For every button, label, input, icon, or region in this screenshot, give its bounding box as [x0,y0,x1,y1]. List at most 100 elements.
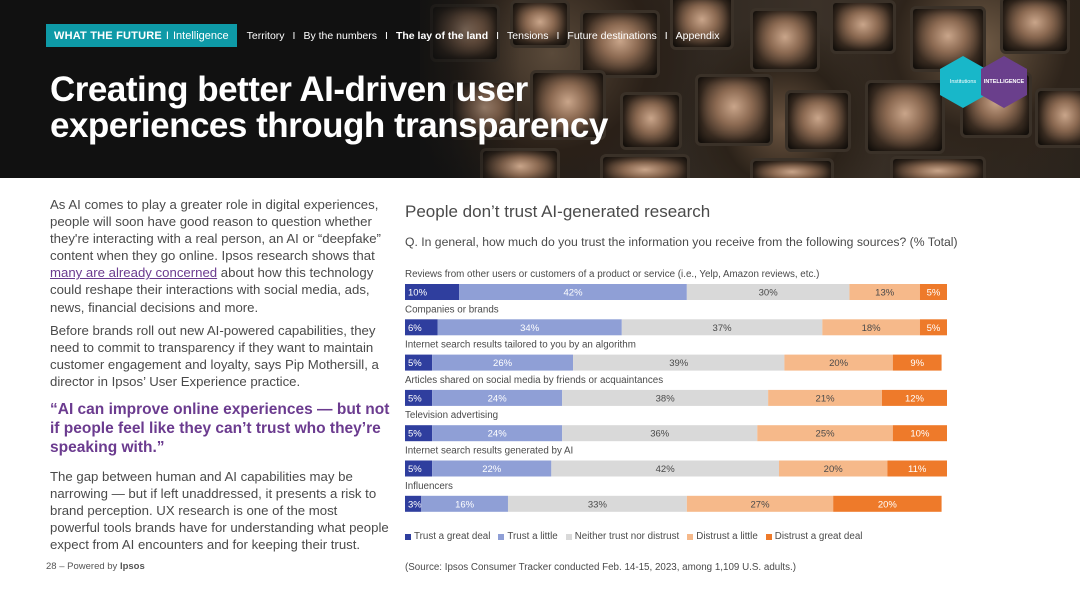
institutions-badge: Institutions [940,56,986,108]
bar-value-label: 24% [488,393,508,404]
brand-subtitle: Intelligence [172,29,229,42]
legend-swatch [565,533,572,540]
bar-segment [768,389,882,406]
nav-separator: I [556,29,560,42]
legend-item: Trust a great deal [405,531,490,542]
nav-items: Territory I By the numbers I The lay of the … [247,30,720,42]
bar-segment [919,319,947,336]
bar-segment [432,460,552,477]
hero-banner: WHAT THE FUTURE I Intelligence Territory… [0,0,1080,178]
legend-item: Trust a little [498,531,558,542]
bar-value-label: 24% [488,429,508,440]
bar-segment [437,319,622,336]
nav-item-future-destinations[interactable]: Future destinations [567,29,657,42]
legend-swatch [765,533,772,540]
category-label: Television advertising [405,410,498,421]
legend-label: Trust a little [507,531,558,542]
bar-value-label: 33% [588,499,608,510]
gap-paragraph: The gap between human and AI capabilitie… [50,469,389,553]
bar-value-label: 3% [408,499,422,510]
nav-item-territory[interactable]: Territory [246,29,285,42]
bar-value-label: 42% [656,464,676,475]
bar-segment [686,284,850,300]
bar-value-label: 6% [408,323,422,334]
intro-paragraph: As AI comes to play a greater role in di… [50,197,381,315]
pull-quote: “AI can improve online experiences — but… [50,401,390,456]
bar-value-label: 26% [493,358,513,369]
legend-item: Neither trust nor distrust [565,531,680,542]
chart-title: People don’t trust AI-generated research [405,202,711,221]
bar-value-label: 27% [751,499,771,510]
page-title: Creating better AI-driven user experienc… [50,70,608,145]
bar-segment [421,495,508,512]
bar-segment [405,354,433,371]
bar-segment [405,460,433,477]
nav-item-tensions[interactable]: Tensions [507,29,549,42]
bar-value-label: 10% [910,429,930,440]
bar-segment [621,319,823,336]
bar-segment [551,460,779,477]
bar-segment [405,284,460,300]
top-nav: WHAT THE FUTURE I Intelligence Territory… [46,24,719,47]
legend-swatch [687,533,694,540]
bar-segment [784,354,893,371]
concerned-link[interactable]: many are already concerned [50,265,218,281]
bar-value-label: 37% [713,323,733,334]
nav-item-by-the-numbers[interactable]: By the numbers [303,29,378,42]
bar-value-label: 20% [829,358,849,369]
bar-value-label: 25% [816,429,836,440]
nav-separator: I [292,29,296,42]
bar-segment [757,425,893,442]
category-badges: Institutions INTELLIGENCE [940,56,1030,108]
bar-value-label: 9% [910,358,924,369]
bar-value-label: 36% [650,429,670,440]
category-label: Reviews from other users or customers of… [405,269,819,280]
bar-segment [432,354,574,371]
bar-segment [405,389,433,406]
bar-segment [507,495,687,512]
chart-source: (Source: Ipsos Consumer Tracker conducte… [405,562,796,573]
nav-item-appendix[interactable]: Appendix [675,29,720,42]
brand-logo[interactable]: WHAT THE FUTURE I Intelligence [46,24,237,47]
chart-legend: Trust a great deal Trust a little Neither … [405,531,870,542]
bar-value-label: 22% [482,464,502,475]
bar-value-label: 10% [408,288,428,299]
bar-segment [892,425,947,442]
bar-segment [573,354,785,371]
legend-label: Distrust a great deal [774,531,863,542]
brand-name: WHAT THE FUTURE [54,29,162,42]
nav-separator: I [385,29,388,42]
category-label: Influencers [405,481,453,492]
bar-segment [405,319,438,336]
category-label: Internet search results tailored to you … [405,340,636,351]
bar-segment [822,319,920,336]
category-label: Companies or brands [405,304,499,315]
bar-value-label: 5% [408,429,422,440]
legend-label: Trust a great deal [414,531,491,542]
nav-item-the-lay-of-the-land[interactable]: The lay of the land [395,29,489,42]
nav-separator: I [664,29,668,42]
page-number: 28 – [46,561,65,572]
bar-segment [887,460,947,477]
bar-segment [562,389,769,406]
bar-segment [686,495,834,512]
bar-value-label: 11% [908,464,927,475]
bar-value-label: 42% [564,288,584,299]
legend-item: Distrust a great deal [765,531,863,542]
bar-value-label: 30% [759,288,779,299]
bar-value-label: 21% [816,393,836,404]
bar-value-label: 34% [520,323,540,334]
bar-segment [405,425,433,442]
legend-label: Neither trust nor distrust [574,531,680,542]
bar-value-label: 18% [862,323,882,334]
bar-segment [459,284,687,300]
transparency-paragraph: Before brands roll out new AI-powered ca… [50,323,379,390]
bar-segment [892,354,942,371]
category-label: Internet search results generated by AI [405,446,573,457]
bar-segment [405,495,422,512]
bar-value-label: 13% [875,288,895,299]
bar-value-label: 5% [408,393,422,404]
category-label: Articles shared on social media by frien… [405,375,663,386]
bar-segment [778,460,888,477]
legend-label: Distrust a little [696,531,758,542]
